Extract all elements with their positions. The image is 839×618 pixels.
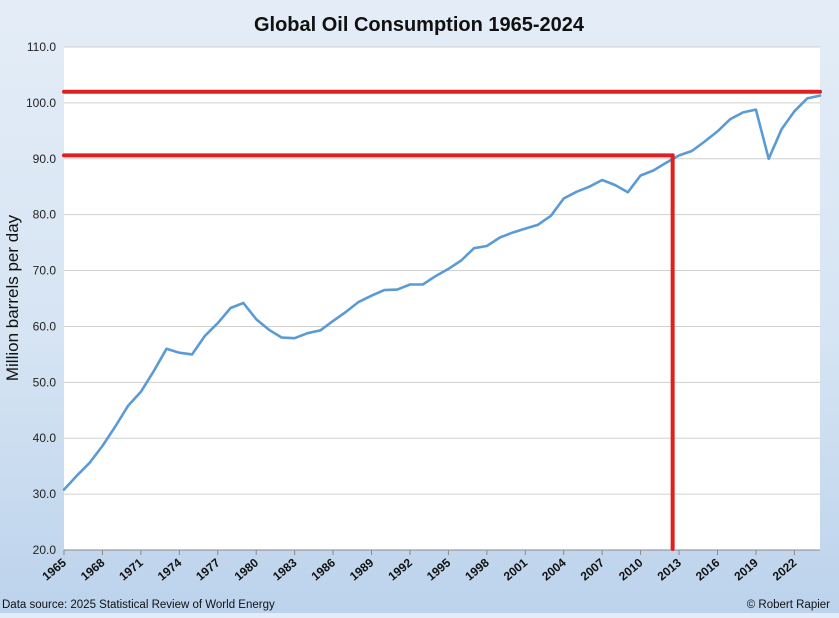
x-tick-label: 1971: [116, 555, 146, 583]
y-tick-label: 110.0: [27, 40, 56, 54]
x-tick-label: 2013: [655, 555, 685, 583]
x-tick-label: 1983: [270, 555, 300, 583]
x-tick-label: 1989: [347, 555, 377, 583]
y-tick-label: 100.0: [26, 96, 56, 110]
x-tick-label: 1992: [385, 555, 415, 583]
x-tick-label: 1980: [232, 555, 262, 583]
y-tick-label: 50.0: [33, 375, 57, 389]
x-tick-label: 2007: [578, 555, 608, 583]
plot-background: [64, 47, 820, 550]
x-tick-label: 2010: [616, 555, 646, 583]
plot-area: 20.0 30.0 40.0 50.0 60.0 70.0 80.0 90.0 100.0 110…: [26, 40, 822, 583]
x-tick-label: 1977: [193, 555, 223, 583]
y-tick-label: 90.0: [33, 152, 57, 166]
x-tick-label: 2016: [693, 555, 723, 583]
x-tick-label: 1968: [78, 555, 108, 583]
x-tick-label: 1986: [309, 555, 339, 583]
y-tick-label: 70.0: [33, 264, 57, 278]
chart-title: Global Oil Consumption 1965-2024: [254, 14, 585, 36]
y-tick-label: 80.0: [33, 208, 57, 222]
y-tick-label: 60.0: [33, 319, 57, 333]
x-tick-label: 1995: [424, 555, 454, 583]
series-line: [62, 94, 822, 491]
footer-credit: © Robert Rapier: [747, 599, 830, 611]
y-tick-label: 40.0: [33, 431, 57, 445]
x-tick-label: 2019: [731, 555, 761, 583]
x-tick-label: 1998: [462, 555, 492, 583]
footer-source: Data source: 2025 Statistical Review of …: [2, 599, 275, 611]
x-tick-label: 2022: [770, 555, 800, 583]
y-axis-label: Million barrels per day: [3, 214, 22, 381]
x-tick-label: 2001: [501, 555, 531, 583]
x-tick-label: 1974: [155, 555, 185, 583]
x-tick-label: 2004: [539, 555, 569, 583]
x-tick-label: 1965: [39, 555, 69, 583]
y-tick-label: 20.0: [33, 543, 57, 557]
y-tick-label: 30.0: [33, 487, 57, 501]
